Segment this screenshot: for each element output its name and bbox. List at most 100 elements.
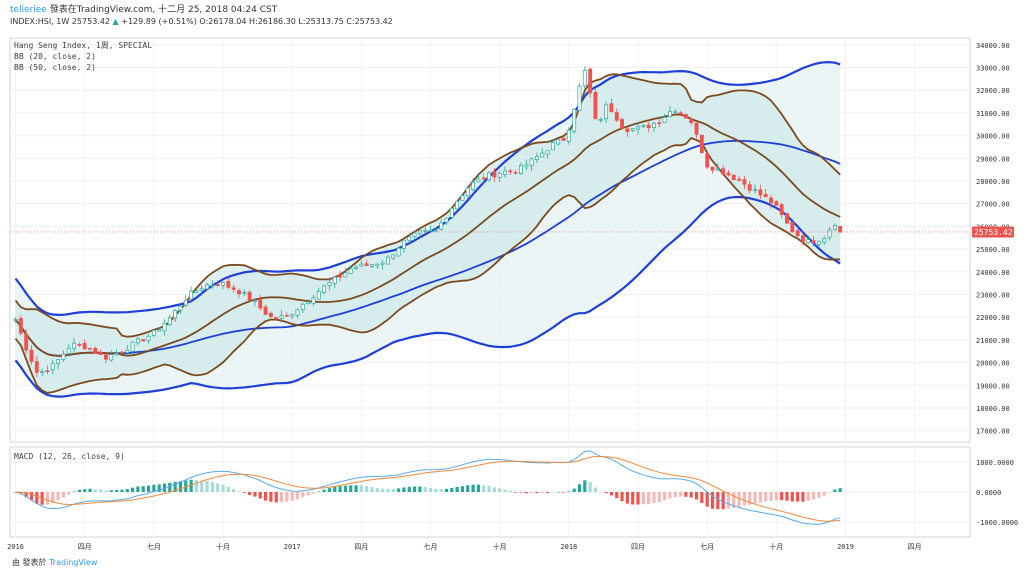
candle [811, 235, 816, 247]
macd-histogram-bar [104, 490, 108, 492]
candle-body [476, 178, 481, 183]
candle [577, 83, 582, 111]
low-value: L:25313.75 [298, 17, 344, 26]
x-tick-label: 十月 [493, 542, 507, 551]
candle-body [694, 122, 699, 135]
candle-body [263, 306, 268, 315]
candle [598, 117, 603, 123]
macd-histogram-bar [248, 492, 252, 496]
candle-body [582, 70, 587, 87]
macd-histogram-bar [56, 492, 60, 501]
candle-body [481, 177, 486, 180]
candle [492, 167, 497, 182]
candle [284, 312, 289, 317]
candle [311, 295, 316, 306]
candle-body [40, 371, 45, 373]
y-tick-label: 24000.00 [976, 269, 1010, 277]
candle [652, 121, 656, 133]
macd-histogram-bar [551, 492, 555, 493]
candle [785, 212, 789, 225]
candle [29, 344, 34, 366]
candle [694, 122, 699, 139]
macd-y-tick-label: 1000.0000 [976, 459, 1014, 467]
candle [77, 342, 82, 348]
macd-histogram-bar [652, 492, 656, 503]
candle [386, 255, 390, 265]
macd-histogram-bar [609, 492, 614, 496]
candle [274, 316, 279, 320]
candle-body [662, 116, 667, 123]
candle [98, 349, 103, 356]
macd-histogram-bar [545, 492, 550, 494]
candle [242, 289, 247, 297]
macd-histogram-bar [742, 492, 747, 506]
candle [566, 127, 571, 145]
macd-histogram-bar [822, 492, 826, 496]
legend-main: Hang Seng Index, 1周, SPECIAL [14, 41, 152, 50]
candle-body [769, 197, 773, 204]
candle-body [226, 281, 231, 288]
last-price-badge: 25753.42 [972, 226, 1014, 238]
candle [646, 121, 651, 133]
candle-body [77, 344, 82, 346]
candle [657, 117, 662, 128]
candle [295, 308, 300, 319]
candle-body [183, 299, 188, 306]
macd-histogram-bar [194, 479, 199, 492]
macd-histogram-bar [125, 489, 129, 492]
macd-histogram-bar [146, 485, 151, 492]
macd-histogram-bar [19, 492, 23, 494]
candle-body [492, 171, 497, 178]
candle-body [284, 314, 289, 317]
macd-histogram-bar [796, 492, 800, 502]
macd-histogram-bar [572, 488, 576, 492]
candle-body [29, 349, 34, 362]
macd-histogram-bar [365, 486, 369, 492]
candle [380, 259, 385, 270]
macd-histogram-bar [460, 486, 465, 492]
candle-body [199, 287, 204, 291]
candle [604, 101, 609, 124]
candle [582, 66, 587, 90]
macd-histogram-bar [381, 488, 385, 492]
macd-histogram-bar [508, 490, 512, 492]
macd-histogram-bar [51, 492, 55, 503]
macd-histogram-bar [705, 492, 709, 507]
macd-histogram-bar [386, 488, 390, 492]
candle [114, 349, 119, 356]
candle-body [401, 239, 406, 249]
macd-histogram-bar [157, 484, 161, 492]
macd-histogram-bar [434, 488, 438, 492]
last-price: 25753.42 [71, 17, 110, 26]
author-name[interactable]: telieriee [10, 5, 47, 15]
macd-histogram-bar [524, 492, 528, 494]
tradingview-logo[interactable]: TradingView [49, 558, 98, 567]
candle-body [253, 300, 257, 302]
candle-body [300, 303, 305, 311]
candle-body [189, 290, 194, 300]
candle-body [24, 333, 29, 351]
macd-histogram-bar [732, 492, 736, 508]
candle [359, 260, 364, 267]
macd-histogram-bar [274, 492, 278, 503]
candle-body [72, 342, 77, 349]
candle [476, 174, 481, 183]
macd-histogram-bar [343, 485, 347, 492]
candle-body [125, 349, 130, 354]
macd-histogram-bar [471, 484, 475, 492]
candle [226, 277, 231, 290]
macd-histogram-bar [519, 492, 523, 493]
macd-histogram-bar [780, 492, 784, 501]
macd-histogram-bar [503, 489, 507, 492]
macd-histogram-bar [466, 485, 470, 492]
candle-body [667, 111, 672, 117]
candle [540, 148, 545, 158]
candle [609, 98, 614, 113]
macd-histogram-bar [827, 492, 832, 493]
candle-body [322, 285, 327, 293]
candle [167, 314, 172, 327]
y-tick-label: 34000.00 [976, 42, 1010, 50]
macd-histogram-bar [811, 492, 816, 500]
candle [758, 184, 763, 200]
